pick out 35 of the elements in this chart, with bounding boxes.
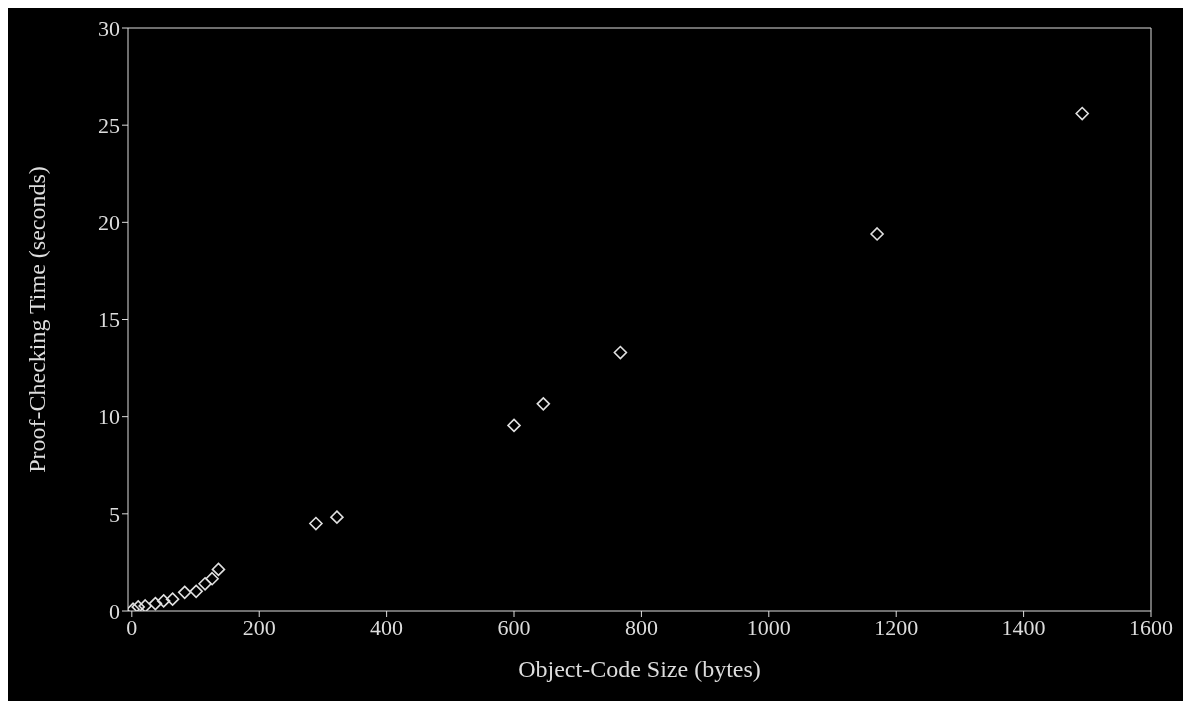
point (131, 600, 145, 611)
point (148, 596, 163, 611)
x-tick-label: 1200 (874, 614, 919, 640)
point (870, 227, 884, 241)
point (205, 571, 219, 586)
x-tick-label: 0 (126, 614, 138, 640)
x-axis-title: Object-Code Size (bytes) (518, 656, 761, 682)
y-tick-label: 20 (98, 210, 120, 236)
y-tick-label: 25 (98, 112, 120, 138)
point (330, 510, 344, 524)
x-tick-label: 400 (370, 614, 404, 640)
point (177, 585, 192, 600)
point (211, 562, 226, 577)
y-tick-label: 5 (109, 501, 120, 527)
point (156, 594, 171, 608)
x-tick-label: 1600 (1129, 614, 1173, 640)
x-tick-label: 1000 (746, 614, 791, 640)
point (536, 397, 551, 411)
y-tick-label: 0 (109, 598, 120, 624)
y-axis-title: Proof-Checking Time (seconds) (23, 166, 50, 473)
x-tick-label: 600 (497, 614, 531, 640)
y-tick-label: 10 (98, 404, 120, 430)
point (507, 418, 521, 433)
point (613, 345, 628, 360)
x-tick-label: 800 (624, 614, 658, 640)
point (138, 599, 152, 611)
x-tick-label: 1400 (1001, 614, 1046, 640)
point (309, 516, 323, 531)
point (189, 584, 203, 599)
point (1075, 106, 1090, 121)
y-tick-label: 15 (98, 307, 120, 333)
point (165, 592, 180, 606)
y-tick-label: 30 (98, 15, 120, 41)
x-tick-label: 200 (242, 614, 276, 640)
point (198, 576, 212, 591)
